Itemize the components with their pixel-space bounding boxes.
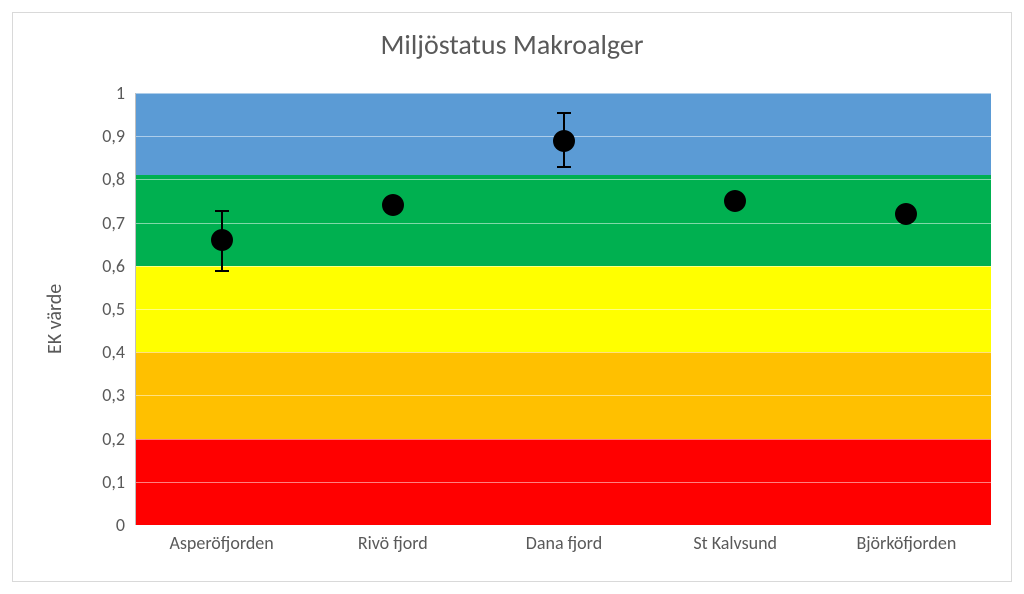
marker (382, 194, 404, 216)
y-tick-label: 0,9 (77, 125, 125, 147)
y-tick-label: 0,7 (77, 212, 125, 234)
error-bar-cap (557, 112, 571, 114)
x-tick-label: Björköfjorden (821, 532, 992, 554)
marker (895, 203, 917, 225)
plot-area: AsperöfjordenRivö fjordDana fjordSt Kalv… (135, 93, 991, 525)
gridline (136, 179, 991, 180)
marker (211, 229, 233, 251)
gridline (136, 482, 991, 483)
gridline (136, 309, 991, 310)
gridline (136, 352, 991, 353)
chart-frame: Miljöstatus Makroalger EK värde Asperöfj… (12, 12, 1012, 582)
error-bar-cap (557, 166, 571, 168)
y-tick-label: 0,1 (77, 471, 125, 493)
gridline (136, 439, 991, 440)
y-tick-label: 0,3 (77, 384, 125, 406)
x-tick-label: Dana fjord (478, 532, 649, 554)
y-tick-label: 0 (77, 514, 125, 536)
gridline (136, 266, 991, 267)
y-tick-label: 0,4 (77, 341, 125, 363)
x-tick-label: Asperöfjorden (136, 532, 307, 554)
gridline (136, 93, 991, 94)
y-tick-label: 1 (77, 82, 125, 104)
marker (553, 130, 575, 152)
error-bar-cap (215, 210, 229, 212)
gridline (136, 395, 991, 396)
y-tick-label: 0,8 (77, 168, 125, 190)
x-tick-label: Rivö fjord (307, 532, 478, 554)
chart-title: Miljöstatus Makroalger (13, 27, 1011, 62)
status-band (136, 175, 991, 266)
y-tick-label: 0,5 (77, 298, 125, 320)
x-tick-label: St Kalvsund (650, 532, 821, 554)
marker (724, 190, 746, 212)
gridline (136, 223, 991, 224)
y-tick-label: 0,6 (77, 255, 125, 277)
error-bar-cap (215, 270, 229, 272)
y-axis-label: EK värde (43, 284, 67, 354)
y-tick-label: 0,2 (77, 428, 125, 450)
